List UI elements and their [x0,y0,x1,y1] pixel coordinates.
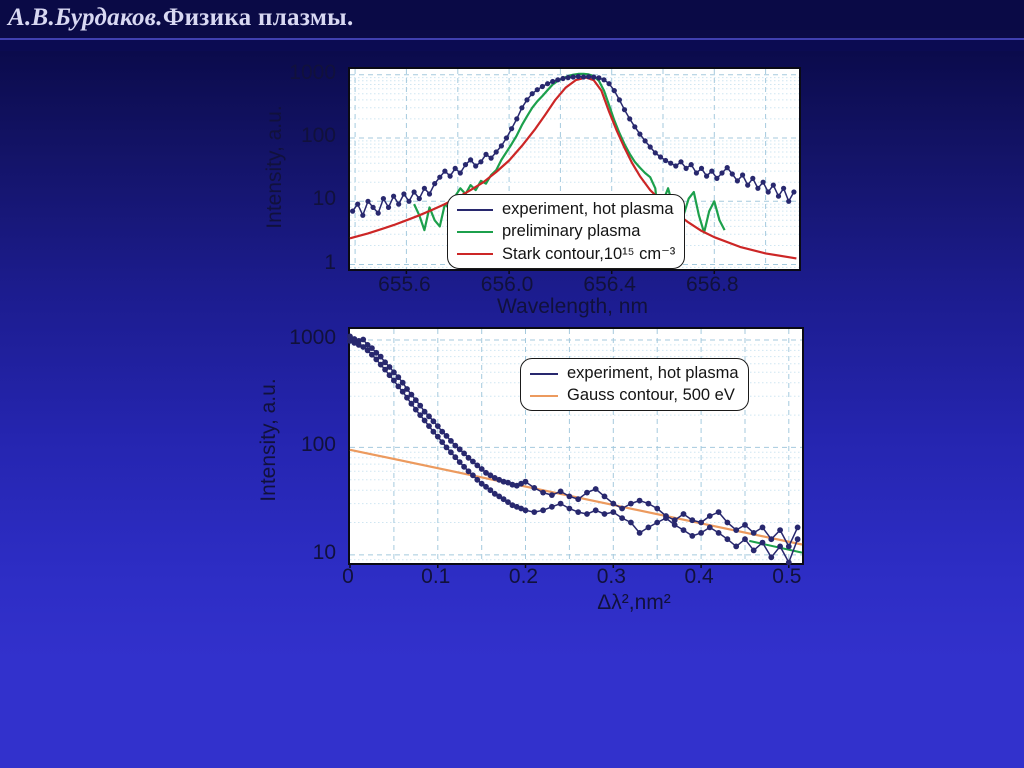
y-axis-title: Intensity, a.u. [263,105,286,229]
legend-label: Stark contour,10¹⁵ cm⁻³ [502,244,676,263]
stark-spectrum-chart: Intensity, a.u. Wavelength, nm experimen… [250,55,812,337]
series-markers [350,73,797,218]
header-divider [0,38,1024,40]
legend-label: experiment, hot plasma [502,200,674,218]
x-tick-label: 0.1 [421,565,451,588]
x-tick-label: 656.0 [480,273,534,296]
y-tick-label: 10 [312,187,336,211]
series-markers [347,333,801,550]
legend-line-sample [530,372,558,375]
x-axis-title: Wavelength, nm [497,295,648,318]
gauss-fit-chart: Intensity, a.u. Δλ²,nm² experiment, hot … [250,315,818,627]
x-axis-title: Δλ²,nm² [597,591,671,614]
y-tick-label: 100 [300,433,336,457]
legend-label: preliminary plasma [502,222,641,240]
legend-item: Gauss contour, 500 eV [530,385,739,406]
x-tick-label: 656.8 [686,273,739,296]
slide-header: А.В.Бурдаков.Физика плазмы. [0,0,1024,38]
slide-title-subject: Физика плазмы. [162,4,354,31]
legend-line-sample [457,252,493,255]
header-divider-band [0,40,1024,51]
x-tick-label: 0 [342,565,354,588]
series-markers [347,338,801,566]
legend-line-sample [530,394,558,397]
slide-title: А.В.Бурдаков.Физика плазмы. [8,4,354,32]
y-tick-label: 100 [300,123,336,147]
legend-item: experiment, hot plasma [530,363,739,384]
legend-item: preliminary plasma [457,221,675,242]
y-tick-label: 1000 [289,60,336,84]
x-tick-label: 0.4 [684,565,714,588]
x-tick-label: 0.5 [772,565,802,588]
legend-label: experiment, hot plasma [567,364,739,382]
x-tick-label: 655.6 [378,273,431,296]
x-tick-label: 656.4 [583,273,636,296]
y-tick-label: 1000 [289,325,336,349]
legend-item: Stark contour,10¹⁵ cm⁻³ [457,243,675,264]
y-tick-label: 10 [312,540,336,564]
slide-title-author: А.В.Бурдаков. [8,4,163,31]
legend-line-sample [457,208,493,211]
x-tick-label: 0.2 [508,565,539,588]
legend: experiment, hot plasma preliminary plasma… [447,194,686,269]
legend-label: Gauss contour, 500 eV [567,386,735,404]
legend-item: experiment, hot plasma [457,199,675,220]
series-line [349,448,803,546]
x-tick-label: 0.3 [596,565,626,588]
legend-line-sample [457,230,493,233]
legend: experiment, hot plasma Gauss contour, 500… [520,358,749,411]
y-tick-label: 1 [324,250,336,274]
